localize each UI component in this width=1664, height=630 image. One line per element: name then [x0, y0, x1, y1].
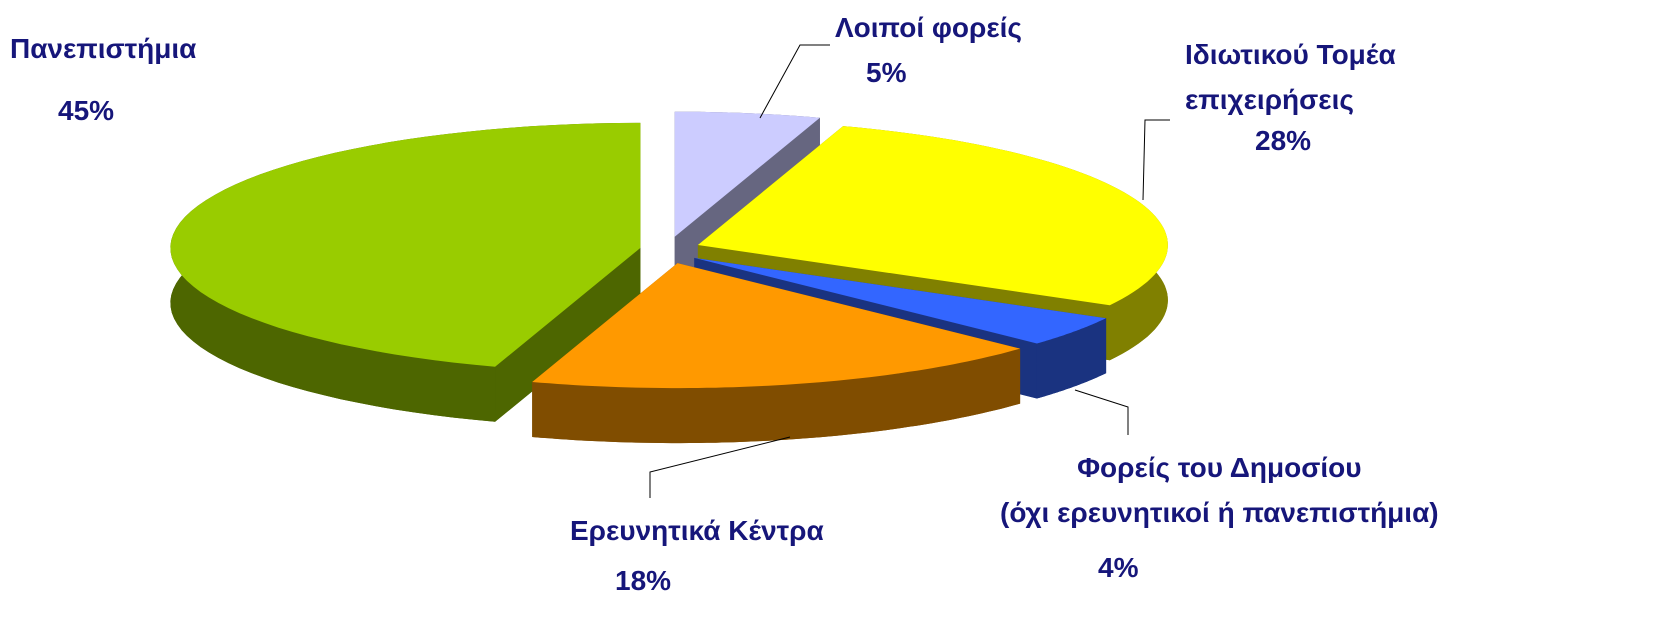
pie-slice	[532, 263, 1021, 389]
pie-slice	[694, 257, 1107, 344]
slice-wall	[532, 348, 1021, 444]
pie-slice	[674, 111, 820, 237]
leader-line	[759, 44, 830, 119]
slice-label: Λοιποί φορείς	[835, 12, 1022, 43]
slice-value-label: 4%	[1098, 552, 1139, 583]
slice-side	[495, 247, 641, 422]
slice-value-label: 45%	[58, 95, 115, 126]
pie-slice	[170, 122, 641, 367]
slice-label: Ερευνητικά Κέντρα	[570, 515, 824, 546]
slice-label: Φορείς του Δημοσίου (όχι ερευνητικοί ή π…	[1000, 452, 1439, 528]
slice-label: Πανεπιστήμια	[10, 33, 197, 64]
slice-label: Ιδιωτικού Τομέα επιχειρήσεις	[1185, 39, 1396, 115]
leader-line	[649, 436, 791, 498]
leader-line	[1074, 389, 1129, 435]
slice-value-label: 18%	[615, 565, 672, 596]
slice-wall	[1036, 318, 1107, 399]
pie-slice	[697, 126, 1168, 306]
slices	[170, 111, 1168, 444]
slice-value-label: 28%	[1255, 125, 1312, 156]
slice-value-label: 5%	[866, 57, 907, 88]
leader-line	[1142, 119, 1170, 201]
